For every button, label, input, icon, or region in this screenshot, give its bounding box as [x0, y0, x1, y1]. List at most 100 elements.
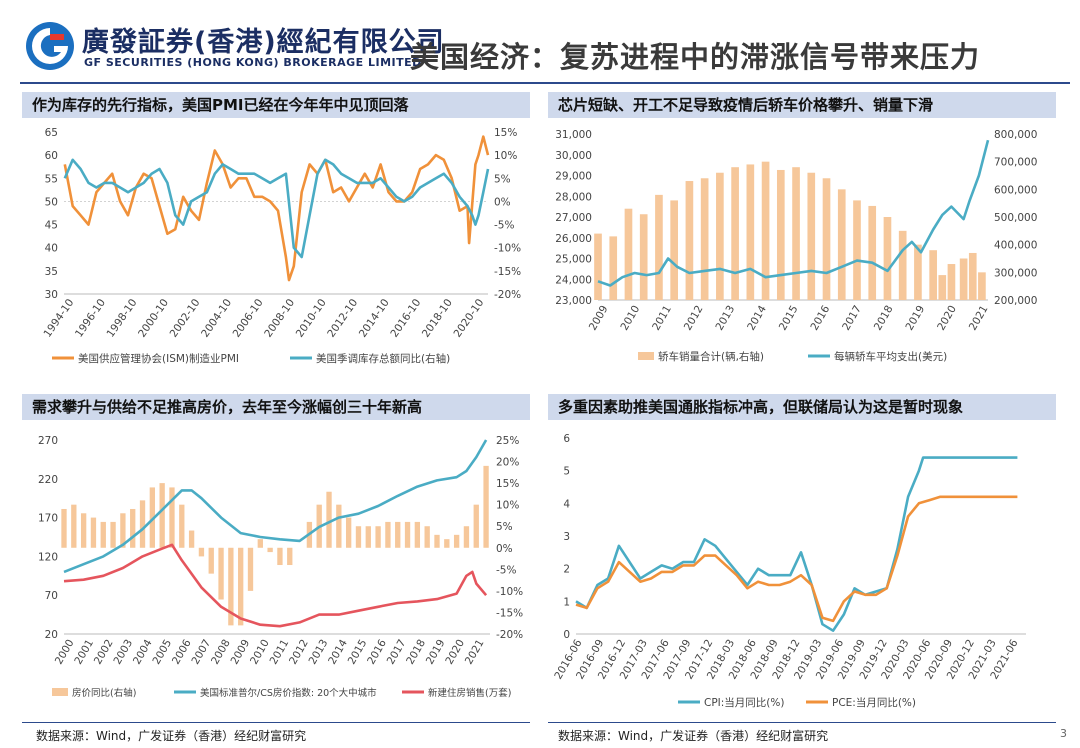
bar	[247, 547, 254, 591]
bar	[375, 526, 381, 548]
y-tick-label-right: 15%	[494, 127, 517, 139]
legend-label: PCE:当月同比(%)	[832, 696, 916, 709]
bar	[609, 236, 618, 300]
y-tick-label-left: 50	[45, 196, 58, 208]
panel-title: 需求攀升与供给不足推高房价，去年至今涨幅创三十年新高	[22, 394, 530, 420]
x-tick-label: 2012	[287, 638, 311, 667]
y-tick-label-left: 5	[563, 466, 570, 478]
bar	[898, 230, 907, 300]
bar	[473, 504, 479, 548]
legend-label: 新建住房销售(万套)	[428, 687, 511, 699]
x-tick-label: 2018	[872, 304, 896, 333]
x-tick-label: 2011	[650, 304, 674, 333]
x-tick-label: 1994-10	[41, 297, 76, 340]
company-name-en: GF SECURITIES (HONG KONG) BROKERAGE LIMI…	[84, 56, 422, 69]
page-title: 美国经济：复苏进程中的滞涨信号带来压力	[410, 40, 981, 74]
x-tick-label: 2003	[111, 638, 135, 667]
x-tick-label: 2000-10	[136, 297, 171, 340]
bar	[453, 534, 460, 548]
panel-housing: 需求攀升与供给不足推高房价，去年至今涨幅创三十年新高 270 220 170 120 7…	[22, 394, 530, 716]
y-tick-label-left: 60	[45, 150, 58, 162]
bar	[853, 200, 861, 300]
bar	[792, 167, 800, 300]
y-tick-label-left: 65	[45, 127, 58, 139]
bar	[655, 194, 663, 300]
series-line	[63, 543, 488, 628]
x-tick-label: 2012-10	[325, 297, 360, 340]
y-tick-label-left: 24,000	[555, 274, 592, 286]
x-tick-label: 1998-10	[105, 297, 140, 340]
bar	[624, 208, 633, 300]
bar	[483, 465, 489, 548]
bar	[179, 504, 185, 548]
x-tick-label: 2008	[209, 638, 233, 667]
bar	[277, 547, 283, 566]
legend-label: 美国供应管理协会(ISM)制造业PMI	[78, 352, 239, 365]
x-tick-label: 2006-10	[231, 297, 266, 340]
bar	[149, 487, 156, 548]
y-tick-label-right: 10%	[494, 150, 517, 162]
bar	[71, 504, 77, 548]
source-note: 数据来源：Wind，广发证券（香港）经纪财富研究	[36, 729, 307, 743]
x-tick-label: 2020	[443, 638, 467, 667]
y-tick-label-left: 30,000	[555, 150, 592, 162]
bar	[267, 547, 273, 553]
bar	[822, 178, 831, 300]
panel-title: 芯片短缺、开工不足导致疫情后轿车价格攀升、销量下滑	[548, 92, 1056, 118]
x-tick-label: 2004-10	[199, 297, 234, 340]
y-tick-label-left: 25,000	[555, 254, 592, 266]
y-tick-label-left: 28,000	[555, 191, 592, 203]
bar	[385, 521, 391, 548]
bar	[463, 526, 470, 548]
bar	[639, 214, 648, 300]
y-tick-label-left: 0	[563, 629, 570, 641]
bar	[228, 547, 234, 626]
legend-label: 房价同比(右轴)	[72, 687, 136, 699]
panel-title: 作为库存的先行指标，美国PMI已经在今年年中见顶回落	[22, 92, 530, 118]
bar	[761, 161, 770, 300]
bar	[61, 508, 67, 548]
company-name-cn: 廣發証券(香港)經紀有限公司	[82, 27, 445, 58]
y-tick-label-right: -10%	[494, 243, 521, 255]
bar	[130, 508, 136, 548]
y-tick-label-left: 55	[45, 173, 58, 185]
series-line	[575, 456, 1018, 632]
bar	[938, 275, 947, 300]
y-tick-label-right: -15%	[496, 607, 523, 619]
x-tick-label: 2005	[150, 638, 174, 667]
y-tick-label-right: -10%	[496, 586, 523, 598]
y-tick-label-right: -20%	[494, 289, 521, 301]
y-tick-label-right: 10%	[496, 500, 519, 512]
y-tick-label-right: 600,000	[994, 184, 1037, 196]
x-tick-label: 2015	[777, 304, 801, 333]
bar	[914, 244, 922, 300]
y-tick-label-right: 400,000	[994, 240, 1037, 252]
chart-pmi: 65 60 55 50 45 40 35 30 15% 10% 5% 0% -5% -10% -15% -20…	[41, 127, 521, 365]
y-tick-label-left: 31,000	[555, 129, 592, 141]
bar	[120, 513, 126, 548]
y-tick-label-right: 500,000	[994, 212, 1037, 224]
bar	[100, 521, 106, 548]
series-line	[63, 158, 490, 259]
y-tick-label-right: 25%	[496, 435, 519, 447]
panel-title: 多重因素助推美国通胀指标冲高，但联储局认为这是暂时现象	[548, 394, 1056, 420]
y-tick-label-left: 170	[38, 513, 58, 525]
bar	[670, 200, 679, 300]
bar	[947, 264, 956, 300]
x-tick-label: 2002	[92, 638, 116, 667]
y-tick-label-left: 45	[45, 220, 58, 232]
y-tick-label-left: 2	[563, 564, 570, 576]
bar	[837, 189, 846, 300]
y-tick-label-right: 20%	[496, 457, 519, 469]
bar	[444, 539, 450, 548]
panel-car: 芯片短缺、开工不足导致疫情后轿车价格攀升、销量下滑 31,000 30,000 29…	[548, 92, 1056, 382]
bar	[868, 205, 877, 300]
x-tick-label: 2017	[840, 304, 864, 333]
x-tick-label: 2015	[346, 638, 370, 667]
x-tick-label: 2019	[424, 638, 448, 667]
y-tick-label-left: 220	[38, 474, 58, 486]
y-tick-label-left: 29,000	[555, 171, 592, 183]
x-tick-label: 2017	[385, 638, 409, 667]
bar	[188, 530, 195, 548]
header-divider	[20, 82, 1070, 84]
